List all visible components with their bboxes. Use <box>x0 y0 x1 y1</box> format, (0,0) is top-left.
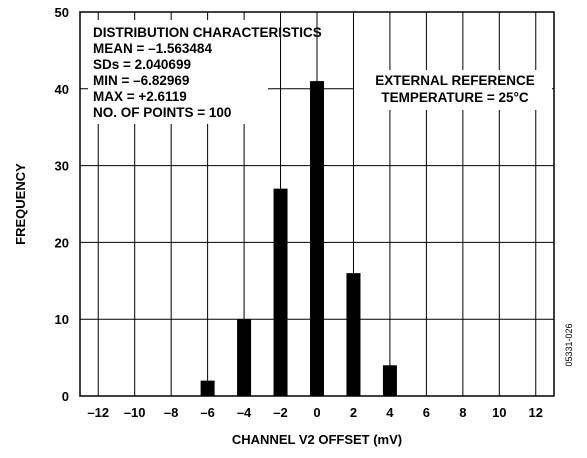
figure-id: 05331-026 <box>564 323 574 366</box>
bar <box>237 319 252 396</box>
bar <box>382 365 397 396</box>
y-tick-label: 10 <box>55 312 69 327</box>
stats-box-background <box>88 20 268 124</box>
x-tick-label: –6 <box>200 405 214 420</box>
stats-line: MAX = +2.6119 <box>93 89 187 104</box>
y-tick-label: 0 <box>62 389 69 404</box>
stats-title: DISTRIBUTION CHARACTERISTICS <box>93 25 322 40</box>
stats-line: MIN = –6.82969 <box>93 73 189 88</box>
stats-line: NO. OF POINTS = 100 <box>93 105 231 120</box>
x-tick-label: 6 <box>423 405 430 420</box>
x-tick-label: –2 <box>273 405 287 420</box>
x-tick-labels: –12 –10 –8 –6 –4 –2 0 2 4 6 8 10 12 <box>87 405 543 420</box>
annotation-background <box>354 70 552 110</box>
x-tick-label: –12 <box>87 405 109 420</box>
stats-line: SDs = 2.040699 <box>93 57 191 72</box>
x-tick-label: –8 <box>164 405 178 420</box>
annotation-line: TEMPERATURE = 25°C <box>381 90 529 105</box>
y-tick-label: 40 <box>55 82 69 97</box>
bar <box>346 273 361 396</box>
stats-line: MEAN = –1.563484 <box>93 41 212 56</box>
y-tick-labels: 0 10 20 30 40 50 <box>55 5 69 404</box>
x-tick-label: 10 <box>492 405 506 420</box>
x-tick-label: 12 <box>529 405 543 420</box>
x-tick-label: –4 <box>237 405 252 420</box>
annotation: EXTERNAL REFERENCE TEMPERATURE = 25°C <box>354 70 552 110</box>
x-axis-label: CHANNEL V2 OFFSET (mV) <box>232 432 402 447</box>
x-tick-label: –10 <box>124 405 146 420</box>
x-tick-label: 0 <box>313 405 320 420</box>
annotation-line: EXTERNAL REFERENCE <box>375 73 535 88</box>
x-tick-label: 4 <box>386 405 394 420</box>
x-tick-label: 8 <box>459 405 466 420</box>
y-axis-label: FREQUENCY <box>13 163 28 245</box>
plot-frame <box>79 11 555 397</box>
bar <box>200 380 215 396</box>
x-tick-label: 2 <box>350 405 357 420</box>
bars <box>200 81 397 397</box>
y-tick-label: 20 <box>55 235 69 250</box>
y-tick-label: 30 <box>55 159 69 174</box>
y-tick-label: 50 <box>55 5 69 20</box>
bar <box>310 81 324 397</box>
bar <box>273 188 288 396</box>
